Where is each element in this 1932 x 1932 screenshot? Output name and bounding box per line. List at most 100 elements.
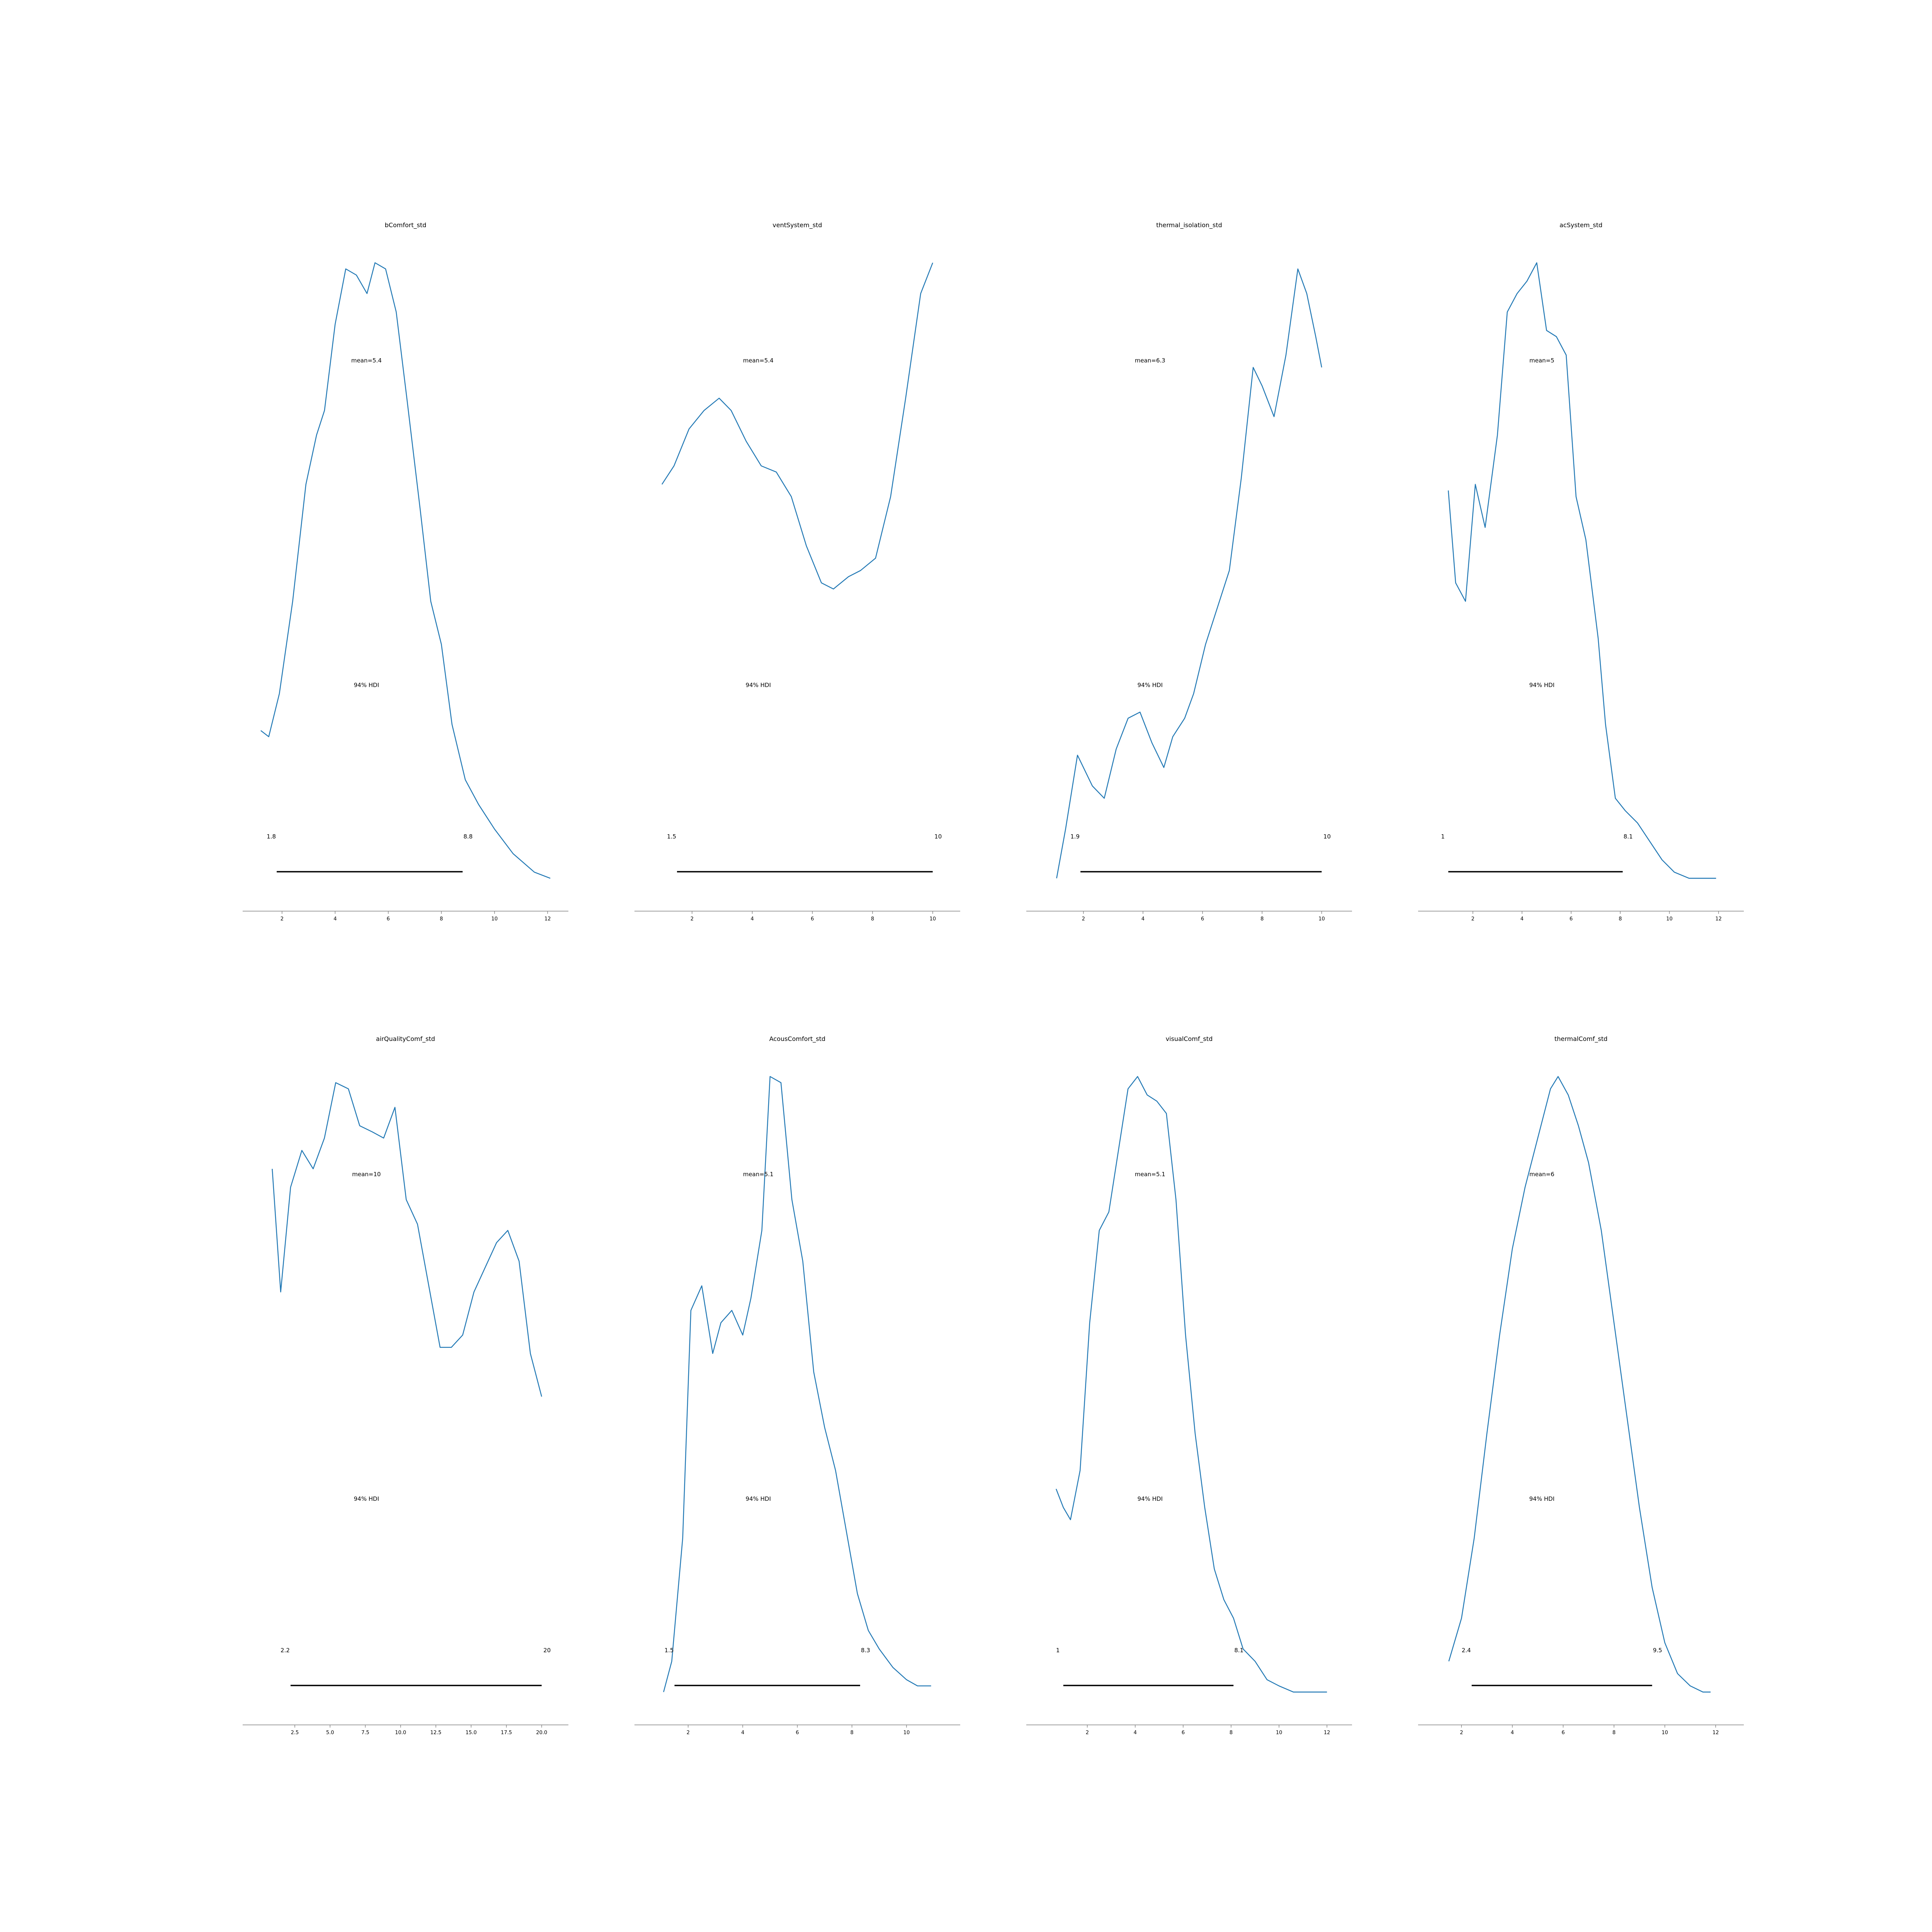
hdi-upper-label: 8.1 bbox=[1624, 833, 1633, 840]
density-curve bbox=[1056, 1076, 1327, 1693]
x-tick-label: 17.5 bbox=[501, 1730, 512, 1736]
mean-label: mean=5.1 bbox=[743, 1171, 774, 1178]
hdi-lower-label: 1 bbox=[1441, 833, 1445, 840]
x-tick-label: 6 bbox=[1182, 1730, 1185, 1736]
x-tick-label: 8 bbox=[1612, 1730, 1616, 1736]
mean-label: mean=5.1 bbox=[1135, 1171, 1165, 1178]
x-tick-label: 8 bbox=[871, 916, 874, 922]
x-tick-label: 12 bbox=[1713, 1730, 1719, 1736]
mean-label: mean=6 bbox=[1529, 1171, 1554, 1178]
panel-bComfort_std: bComfort_std mean=5.4 94% HDI 1.8 8.8 2 4 6 8 10 1… bbox=[243, 221, 568, 922]
x-tick-label: 10 bbox=[903, 1730, 910, 1736]
panel-AcousComfort_std: AcousComfort_std mean=5.1 94% HDI 1.5 8.3 2 4 6… bbox=[634, 1035, 960, 1736]
x-tick-label: 2 bbox=[1460, 1730, 1463, 1736]
x-tick-label: 4 bbox=[1511, 1730, 1514, 1736]
x-tick-label: 4 bbox=[1520, 916, 1524, 922]
hdi-upper-label: 8.3 bbox=[861, 1647, 870, 1654]
x-tick-label: 20.0 bbox=[536, 1730, 547, 1736]
x-tick-label: 6 bbox=[1561, 1730, 1565, 1736]
hdi-upper-label: 20 bbox=[543, 1647, 551, 1654]
panel-title: thermalComf_std bbox=[1554, 1035, 1607, 1043]
panel-thermal_isolation_std: thermal_isolation_std mean=6.3 94% HDI 1.9 1… bbox=[1026, 221, 1352, 922]
hdi-label: 94% HDI bbox=[354, 682, 379, 689]
x-tick-label: 8 bbox=[1619, 916, 1622, 922]
hdi-upper-label: 9.5 bbox=[1653, 1647, 1662, 1654]
x-tick-label: 2 bbox=[1082, 916, 1085, 922]
panel-airQualityComf_std: airQualityComf_std mean=10 94% HDI 2.2 20 2.5… bbox=[243, 1035, 568, 1736]
density-curve bbox=[1448, 1076, 1711, 1693]
x-tick-label: 12 bbox=[544, 916, 551, 922]
x-tick-label: 4 bbox=[741, 1730, 744, 1736]
hdi-label: 94% HDI bbox=[746, 682, 771, 689]
panel-title: AcousComfort_std bbox=[769, 1035, 825, 1043]
x-tick-label: 8 bbox=[1260, 916, 1264, 922]
hdi-lower-label: 2.2 bbox=[281, 1647, 290, 1654]
x-tick-label: 7.5 bbox=[361, 1730, 369, 1736]
panel-acSystem_std: acSystem_std mean=5 94% HDI 1 8.1 2 4 6 8 10 12 bbox=[1418, 221, 1744, 922]
hdi-label: 94% HDI bbox=[1529, 1495, 1554, 1502]
x-tick-label: 8 bbox=[850, 1730, 854, 1736]
x-tick-label: 10.0 bbox=[395, 1730, 406, 1736]
hdi-upper-label: 10 bbox=[1323, 833, 1331, 840]
x-tick-label: 12.5 bbox=[430, 1730, 442, 1736]
hdi-lower-label: 1.5 bbox=[665, 1647, 674, 1654]
hdi-lower-label: 1.8 bbox=[267, 833, 276, 840]
x-tick-label: 6 bbox=[1570, 916, 1573, 922]
mean-label: mean=10 bbox=[352, 1171, 381, 1178]
hdi-label: 94% HDI bbox=[746, 1495, 771, 1502]
mean-label: mean=5.4 bbox=[743, 357, 774, 364]
x-tick-label: 6 bbox=[1201, 916, 1204, 922]
hdi-lower-label: 1.9 bbox=[1070, 833, 1080, 840]
x-tick-label: 6 bbox=[811, 916, 814, 922]
x-tick-label: 10 bbox=[1662, 1730, 1668, 1736]
x-tick-label: 10 bbox=[1666, 916, 1673, 922]
x-tick-label: 2 bbox=[1471, 916, 1475, 922]
hdi-upper-label: 8.1 bbox=[1234, 1647, 1243, 1654]
density-curve bbox=[260, 262, 551, 879]
x-tick-label: 10 bbox=[1276, 1730, 1282, 1736]
density-curve bbox=[272, 1082, 542, 1397]
density-curve bbox=[1056, 268, 1322, 879]
hdi-lower-label: 1 bbox=[1056, 1647, 1060, 1654]
density-curve bbox=[1448, 262, 1716, 879]
density-curve bbox=[662, 262, 934, 590]
x-tick-label: 4 bbox=[1141, 916, 1145, 922]
x-tick-label: 8 bbox=[440, 916, 443, 922]
x-tick-label: 12 bbox=[1324, 1730, 1330, 1736]
panel-title: visualComf_std bbox=[1166, 1035, 1213, 1043]
hdi-lower-label: 2.4 bbox=[1462, 1647, 1471, 1654]
hdi-upper-label: 10 bbox=[934, 833, 942, 840]
panel-visualComf_std: visualComf_std mean=5.1 94% HDI 1 8.1 2 4 6 8 10 1… bbox=[1026, 1035, 1352, 1736]
x-tick-label: 2 bbox=[687, 1730, 690, 1736]
hdi-label: 94% HDI bbox=[1138, 682, 1163, 689]
x-tick-label: 2.5 bbox=[291, 1730, 299, 1736]
x-tick-label: 2 bbox=[1086, 1730, 1089, 1736]
hdi-upper-label: 8.8 bbox=[463, 833, 473, 840]
x-tick-label: 2 bbox=[281, 916, 284, 922]
x-tick-label: 2 bbox=[690, 916, 694, 922]
hdi-label: 94% HDI bbox=[1138, 1495, 1163, 1502]
x-tick-label: 5.0 bbox=[326, 1730, 334, 1736]
panel-thermalComf_std: thermalComf_std mean=6 94% HDI 2.4 9.5 2 4 6 8 10… bbox=[1418, 1035, 1744, 1736]
hdi-label: 94% HDI bbox=[1529, 682, 1554, 689]
hdi-label: 94% HDI bbox=[354, 1495, 379, 1502]
panel-title: airQualityComf_std bbox=[376, 1035, 435, 1043]
x-tick-label: 4 bbox=[1134, 1730, 1137, 1736]
x-tick-label: 12 bbox=[1715, 916, 1722, 922]
x-tick-label: 15.0 bbox=[466, 1730, 477, 1736]
panel-title: thermal_isolation_std bbox=[1156, 221, 1222, 229]
x-tick-label: 8 bbox=[1230, 1730, 1233, 1736]
x-tick-label: 10 bbox=[492, 916, 498, 922]
panel-title: ventSystem_std bbox=[772, 221, 822, 229]
density-curve bbox=[663, 1076, 931, 1692]
panel-title: bComfort_std bbox=[385, 221, 427, 229]
x-tick-label: 4 bbox=[333, 916, 337, 922]
panel-title: acSystem_std bbox=[1560, 221, 1602, 229]
panel-ventSystem_std: ventSystem_std mean=5.4 94% HDI 1.5 10 2 4 6 8 10 bbox=[634, 221, 960, 922]
x-tick-label: 6 bbox=[387, 916, 390, 922]
mean-label: mean=6.3 bbox=[1135, 357, 1165, 364]
mean-label: mean=5 bbox=[1529, 357, 1554, 364]
hdi-lower-label: 1.5 bbox=[667, 833, 676, 840]
x-tick-label: 10 bbox=[1318, 916, 1325, 922]
